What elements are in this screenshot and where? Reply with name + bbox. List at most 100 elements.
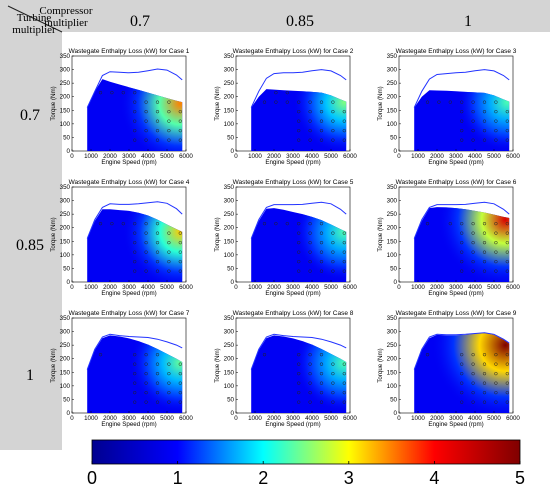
operating-point-marker (425, 352, 430, 357)
y-tick-label: 200 (224, 225, 235, 232)
operating-point-marker (297, 400, 301, 404)
y-tick-label: 300 (224, 198, 235, 205)
panel-case-4: 0 1000 2000 3000 4000 5000 6000 0 50 100 150 200 250… (50, 179, 193, 297)
compressor-value-2: 0.85 (286, 13, 314, 30)
operating-point-marker (167, 240, 171, 245)
operating-point-marker (505, 250, 509, 254)
panel-case-5: 0 1000 2000 3000 4000 5000 6000 0 50 100 150 200 250… (214, 179, 357, 297)
operating-point-marker (133, 250, 137, 254)
y-tick-label: 100 (387, 252, 398, 259)
operating-point-marker (319, 362, 324, 366)
operating-point-marker (471, 250, 475, 254)
panel-title: Wastegate Enthalpy Loss (kW) for Case 4 (69, 179, 190, 186)
operating-point-marker (133, 119, 137, 123)
y-tick-label: 150 (387, 238, 398, 245)
x-tick-label: 1000 (84, 415, 98, 422)
operating-point-marker (482, 269, 487, 273)
operating-point-marker (482, 381, 487, 385)
max-torque-line (86, 201, 183, 239)
x-tick-label: 6000 (179, 153, 193, 160)
y-tick-label: 150 (387, 107, 398, 114)
operating-point-marker (155, 119, 160, 123)
y-tick-label: 0 (231, 279, 235, 286)
operating-point-marker (342, 240, 346, 245)
max-torque-line (413, 332, 510, 370)
max-torque-line (413, 201, 510, 239)
x-tick-label: 6000 (343, 415, 357, 422)
max-torque-line (250, 333, 347, 370)
y-tick-label: 250 (60, 211, 71, 218)
operating-point-marker (133, 362, 137, 366)
operating-point-marker (110, 221, 114, 226)
x-tick-label: 6000 (179, 415, 193, 422)
x-tick-label: 2000 (267, 284, 281, 291)
operating-point-marker (144, 119, 148, 123)
operating-point-marker (297, 269, 301, 273)
operating-point-marker (471, 269, 475, 273)
panel-title: Wastegate Enthalpy Loss (kW) for Case 5 (233, 179, 354, 186)
operating-point-marker (262, 352, 267, 357)
operating-point-marker (308, 128, 312, 133)
operating-point-marker (297, 231, 301, 235)
y-tick-label: 250 (224, 211, 235, 218)
y-tick-label: 150 (224, 107, 235, 114)
operating-point-marker (133, 259, 137, 264)
operating-point-marker (331, 371, 335, 376)
y-tick-label: 150 (60, 238, 71, 245)
x-tick-label: 4000 (141, 415, 155, 422)
heat-hot-spot (414, 332, 510, 413)
operating-point-marker (319, 390, 324, 395)
operating-point-marker (505, 400, 509, 404)
y-tick-label: 50 (390, 396, 397, 403)
x-tick-label: 4000 (305, 284, 319, 291)
operating-point-marker (319, 259, 324, 264)
x-tick-label: 2000 (430, 153, 444, 160)
operating-point-marker (331, 381, 335, 385)
x-tick-label: 2000 (430, 284, 444, 291)
operating-point-marker (494, 109, 498, 114)
operating-point-marker (98, 352, 103, 357)
operating-point-marker (308, 138, 312, 142)
max-torque-line (250, 69, 347, 108)
y-axis-label: Torque (Nm) (377, 348, 384, 382)
operating-point-marker (262, 221, 267, 226)
panel-title: Wastegate Enthalpy Loss (kW) for Case 2 (233, 48, 354, 55)
operating-point-marker (297, 138, 301, 142)
x-tick-label: 1000 (248, 284, 262, 291)
x-tick-label: 3000 (286, 284, 300, 291)
max-torque-line (86, 68, 183, 108)
operating-point-marker (471, 221, 475, 226)
heat-region (414, 332, 510, 413)
operating-point-marker (437, 100, 441, 104)
heat-region (414, 90, 510, 151)
operating-point-marker (425, 221, 430, 226)
y-tick-label: 300 (224, 67, 235, 74)
operating-point-marker (144, 109, 148, 114)
operating-point-marker (471, 259, 475, 264)
y-tick-label: 0 (394, 410, 398, 417)
x-tick-label: 5000 (160, 415, 174, 422)
panel-title: Wastegate Enthalpy Loss (kW) for Case 8 (233, 310, 354, 317)
x-tick-label: 4000 (468, 284, 482, 291)
operating-point-marker (178, 371, 182, 376)
operating-point-marker (144, 390, 148, 395)
y-tick-label: 300 (387, 67, 398, 74)
operating-point-marker (471, 231, 475, 235)
operating-point-marker (494, 381, 498, 385)
operating-point-marker (331, 109, 335, 114)
operating-point-marker (331, 400, 335, 404)
operating-point-marker (297, 250, 301, 254)
operating-point-marker (308, 100, 312, 104)
y-tick-label: 100 (60, 383, 71, 390)
x-tick-label: 6000 (506, 284, 520, 291)
max-torque-line (250, 201, 347, 239)
operating-point-marker (155, 352, 160, 357)
operating-point-marker (342, 109, 346, 114)
operating-point-marker (144, 269, 148, 273)
operating-point-marker (133, 269, 137, 273)
operating-point-marker (262, 100, 267, 104)
y-tick-label: 200 (224, 94, 235, 101)
operating-point-marker (460, 381, 464, 385)
y-tick-label: 350 (60, 53, 71, 60)
operating-point-marker (331, 269, 335, 273)
